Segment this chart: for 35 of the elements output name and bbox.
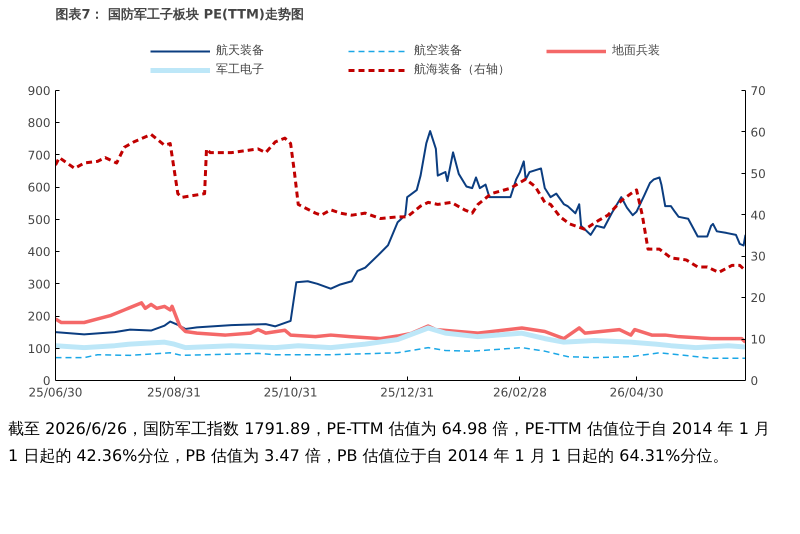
y-tick-label: 400 xyxy=(28,245,50,260)
line-series xyxy=(56,301,746,344)
y-tick-label: 500 xyxy=(28,212,50,227)
y2-tick-label: 20 xyxy=(750,291,766,306)
text: 截至 2026/6/26，国防军工指数 1791.89，PE-TTM 估值为 64.98 倍，PE-TTM 估值位于自 2014 年 1 月 1 日起的 42.36%分位，PB 估值为 3.47 倍，PB 估值位于自 2014 年 1 月 1 日起的 64.31%分位。 xyxy=(8,418,772,468)
y2-tick-label: 50 xyxy=(750,166,766,181)
y2-tick-label: 0 xyxy=(750,374,758,388)
legend-label: 军工电子 xyxy=(216,61,265,78)
legend-label: 航海装备（右轴） xyxy=(414,61,511,78)
legend-label: 航空装备 xyxy=(414,42,463,59)
y2-tick-label: 70 xyxy=(750,84,766,98)
line-series xyxy=(56,130,746,336)
line-series xyxy=(56,346,746,360)
x-tick-label: 26/02/28 xyxy=(493,386,547,400)
x-tick-label: 25/06/30 xyxy=(28,386,82,400)
y2-tick-label: 60 xyxy=(750,125,766,140)
y-tick-label: 700 xyxy=(28,148,50,162)
x-tick-label: 25/08/31 xyxy=(147,386,201,400)
y2-tick-label: 30 xyxy=(750,250,766,264)
legend-label: 航天装备 xyxy=(216,42,265,59)
y-tick-label: 900 xyxy=(28,84,50,98)
y2-tick-label: 40 xyxy=(750,208,766,222)
line-series xyxy=(56,132,746,274)
legend-label: 地面兵装 xyxy=(612,42,661,59)
y-tick-label: 200 xyxy=(28,310,50,324)
chart-title: 图表7： 国防军工子板块 PE(TTM)走势图 xyxy=(56,6,304,22)
x-tick-label: 26/04/30 xyxy=(610,386,664,400)
x-tick-label: 25/12/31 xyxy=(380,386,434,400)
y-tick-label: 100 xyxy=(28,342,50,356)
y-tick-label: 300 xyxy=(28,277,50,292)
y-tick-label: 800 xyxy=(28,116,50,130)
x-tick-label: 25/10/31 xyxy=(264,386,318,400)
y2-tick-label: 10 xyxy=(750,332,766,347)
y-tick-label: 600 xyxy=(28,180,50,195)
y-tick-label: 0 xyxy=(42,374,51,388)
